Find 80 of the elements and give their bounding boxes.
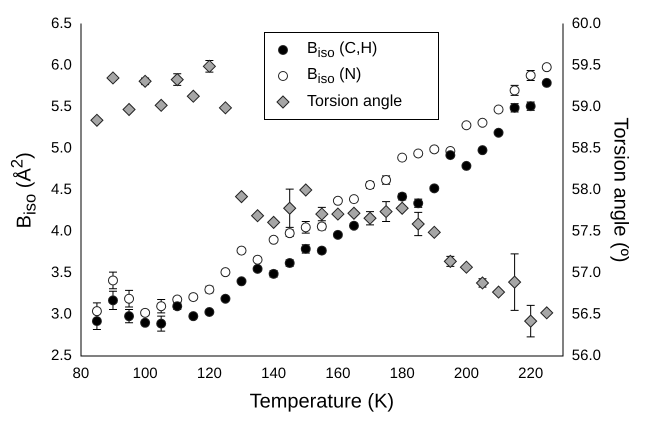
point	[124, 294, 134, 304]
legend-label: B$_{iso}$ (N)	[306, 66, 362, 86]
y-tick-label: 3.0	[50, 306, 72, 323]
point	[508, 276, 522, 289]
point	[138, 74, 152, 88]
point	[283, 202, 296, 215]
x-tick-label: 220	[518, 365, 544, 382]
point	[331, 208, 344, 221]
point	[267, 216, 280, 229]
x-tick-label: 160	[325, 365, 350, 382]
x-tick-label: 140	[261, 365, 286, 382]
point	[236, 246, 247, 256]
point	[251, 209, 264, 222]
point	[332, 196, 343, 206]
point	[477, 118, 488, 128]
y2-tick-label: 57.0	[572, 264, 602, 282]
x-tick-label: 180	[390, 365, 415, 382]
point	[347, 206, 360, 220]
point	[156, 318, 166, 329]
point	[90, 114, 104, 127]
point	[106, 71, 120, 84]
point	[218, 101, 232, 114]
y2-tick-label: 59.0	[572, 98, 602, 116]
point	[542, 62, 552, 72]
y-tick-label: 4.5	[50, 181, 72, 198]
point	[540, 306, 554, 320]
point	[380, 205, 393, 218]
point	[445, 150, 456, 160]
y-tick-label: 6.5	[50, 15, 72, 32]
point	[460, 260, 473, 274]
point	[461, 160, 472, 171]
point	[477, 145, 488, 156]
point	[252, 254, 263, 265]
point	[299, 184, 312, 196]
point	[413, 148, 424, 158]
x-tick-label: 100	[132, 365, 158, 382]
y-tick-label: 4.0	[50, 222, 72, 240]
point	[332, 230, 343, 240]
y-tick-label: 5.5	[50, 98, 72, 116]
point	[412, 218, 425, 231]
point	[396, 202, 409, 215]
point	[108, 275, 118, 286]
point	[542, 78, 552, 88]
y-tick-label: 6.0	[50, 56, 72, 74]
y-tick-label: 5.0	[50, 140, 72, 157]
legend-label: B$_{iso}$ (C,H)	[306, 40, 378, 60]
legend-label: Torsion angle	[306, 93, 402, 111]
point	[429, 183, 440, 194]
y2-tick-label: 58.5	[572, 140, 602, 157]
y2-tick-label: 59.5	[572, 56, 602, 74]
y2-tick-label: 56.5	[572, 306, 602, 323]
x-tick-label: 80	[72, 365, 90, 382]
y-tick-label: 2.5	[50, 347, 72, 364]
point	[236, 276, 247, 286]
point	[397, 152, 408, 163]
y2-tick-label: 57.5	[572, 222, 602, 240]
point	[348, 194, 359, 204]
x-axis-title: Temperature (K)	[250, 390, 394, 413]
y2-tick-label: 60.0	[572, 15, 602, 32]
point	[429, 144, 440, 154]
point	[494, 104, 504, 114]
point	[108, 295, 118, 306]
point	[122, 102, 136, 116]
point	[461, 120, 472, 130]
y2-tick-label: 56.0	[572, 347, 602, 364]
y-tick-label: 3.5	[50, 264, 72, 282]
point	[428, 226, 441, 239]
point	[154, 98, 168, 112]
y2-axis-title: Torsion angle (º)	[609, 117, 632, 263]
point	[524, 314, 538, 328]
point	[92, 316, 102, 326]
point	[186, 90, 200, 103]
x-tick-label: 200	[454, 365, 479, 382]
point	[492, 286, 506, 299]
point	[204, 307, 214, 318]
point	[92, 306, 102, 316]
point	[188, 292, 198, 302]
point	[235, 190, 248, 204]
x-tick-label: 120	[196, 365, 222, 382]
y2-tick-label: 58.0	[572, 181, 602, 198]
